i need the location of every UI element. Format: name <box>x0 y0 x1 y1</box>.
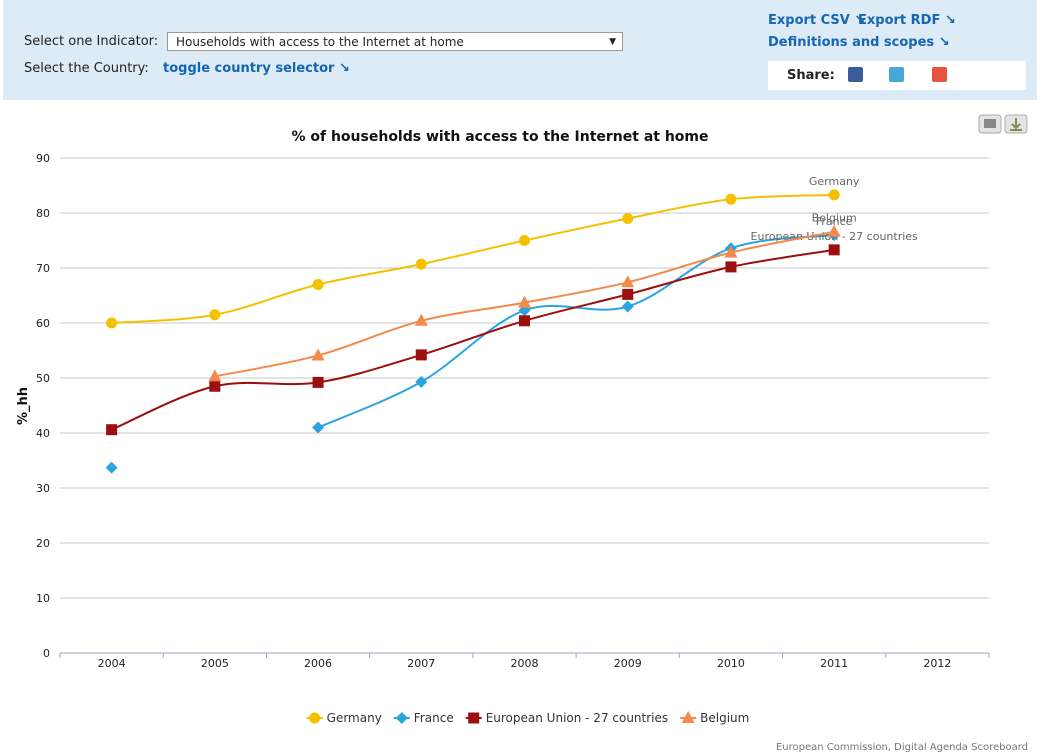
country-toggle[interactable]: toggle country selector ↘ <box>163 61 350 76</box>
x-tick-label: 2010 <box>717 657 745 670</box>
export-rdf[interactable]: Export RDF ↘ <box>858 13 956 28</box>
x-tick-label: 2006 <box>304 657 332 670</box>
dropdown-value: Households with access to the Internet a… <box>176 35 464 49</box>
marker <box>106 424 118 436</box>
download-icon <box>1010 118 1022 131</box>
x-tick-label: 2004 <box>98 657 126 670</box>
marker <box>621 300 634 313</box>
marker <box>209 309 221 321</box>
marker <box>622 288 634 300</box>
legend-label: France <box>414 711 454 725</box>
x-tick-label: 2011 <box>820 657 848 670</box>
legend: Germany France European Union - 27 countri… <box>306 711 749 725</box>
series-line <box>317 234 835 429</box>
marker <box>622 213 634 224</box>
y-tick-label: 60 <box>36 317 50 330</box>
marker <box>519 235 530 246</box>
chart-title: % of households with access to the Inter… <box>291 129 708 145</box>
legend-label: Germany <box>327 711 382 725</box>
share-box: Share: <box>768 61 1026 90</box>
marker <box>105 461 118 474</box>
marker <box>725 261 737 273</box>
indicator-dropdown[interactable]: Households with access to the Internet a… <box>167 32 623 51</box>
y-tick-label: 80 <box>36 207 50 220</box>
share-label: Share: <box>787 68 835 83</box>
marker <box>828 244 840 256</box>
x-tick-label: 2012 <box>923 657 951 670</box>
x-tick-label: 2005 <box>201 657 229 670</box>
marker <box>828 189 840 201</box>
y-tick-label: 70 <box>36 262 50 275</box>
marker <box>518 295 531 308</box>
x-tick-label: 2007 <box>407 657 435 670</box>
legend-marker <box>468 712 480 724</box>
legend-marker <box>309 712 321 724</box>
marker <box>209 380 221 392</box>
definitions-link[interactable]: Definitions and scopes ↘ <box>768 35 950 50</box>
legend-marker <box>681 711 695 723</box>
series-end-label: Germany <box>809 175 860 188</box>
legend-label: Belgium <box>700 711 749 725</box>
marker <box>312 421 325 434</box>
series-line <box>111 248 835 431</box>
y-tick-label: 0 <box>43 647 50 660</box>
x-tick-label: 2008 <box>511 657 539 670</box>
addthis-icon[interactable] <box>932 67 947 82</box>
marker <box>415 375 428 388</box>
series-end-label: France <box>816 215 853 228</box>
marker <box>725 193 737 205</box>
dropdown-arrow: ▼ <box>609 37 616 47</box>
marker <box>312 279 324 290</box>
export-csv[interactable]: Export CSV ↘ <box>768 13 866 28</box>
credit: European Commission, Digital Agenda Scor… <box>776 742 1028 753</box>
y-tick-label: 50 <box>36 372 50 385</box>
x-tick-label: 2009 <box>614 657 642 670</box>
legend-marker <box>395 712 408 724</box>
marker <box>621 275 635 288</box>
country-label: Select the Country: <box>24 61 149 76</box>
series-line <box>111 193 835 324</box>
marker <box>724 245 738 258</box>
marker <box>311 348 325 361</box>
y-tick-label: 40 <box>36 427 50 440</box>
y-tick-label: 30 <box>36 482 50 495</box>
marker <box>827 224 841 237</box>
legend-label: European Union - 27 countries <box>486 711 668 725</box>
y-tick-label: 20 <box>36 537 50 550</box>
marker <box>415 258 427 270</box>
marker <box>312 376 324 388</box>
y-tick-label: 90 <box>36 152 50 165</box>
print-icon <box>984 119 996 128</box>
marker <box>415 349 427 361</box>
series-end-label: Belgium <box>812 212 857 225</box>
marker <box>519 315 530 327</box>
control-panel: Select one Indicator: Households with ac… <box>3 0 1037 100</box>
marker <box>414 313 428 326</box>
facebook-icon[interactable] <box>848 67 863 82</box>
marker <box>208 369 222 382</box>
y-tick-label: 10 <box>36 592 50 605</box>
y-axis-label: %_hh <box>16 387 31 425</box>
marker <box>106 317 118 329</box>
twitter-icon[interactable] <box>889 67 904 82</box>
indicator-label: Select one Indicator: <box>24 34 159 49</box>
